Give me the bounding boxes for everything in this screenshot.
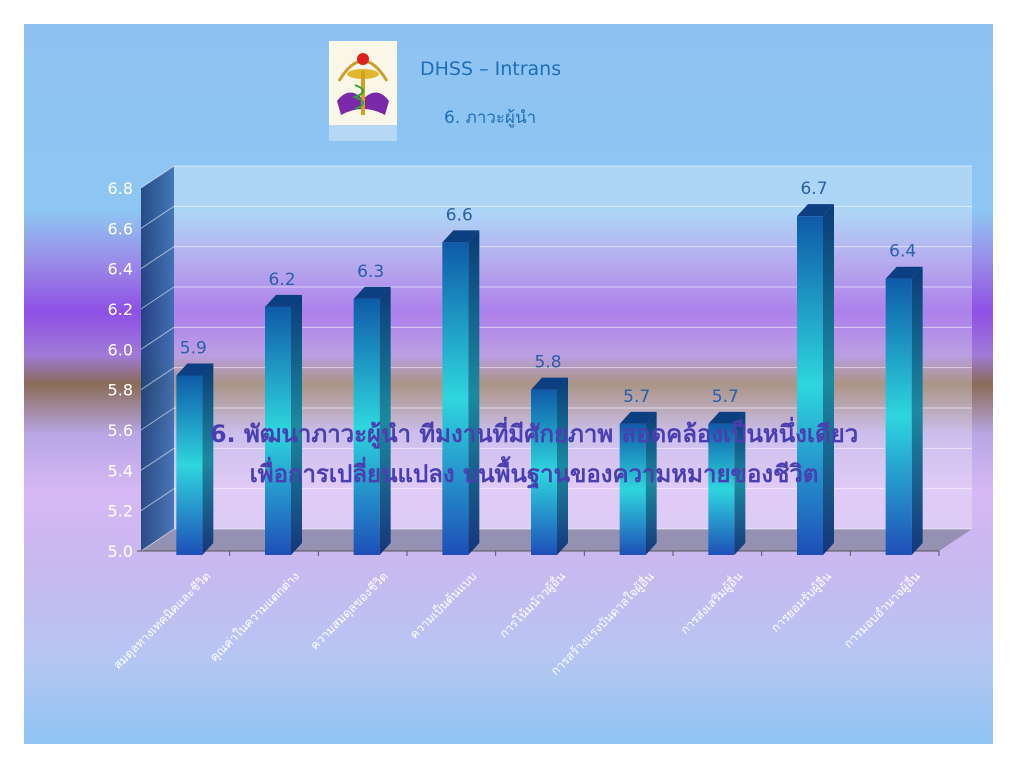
bar-top [797,204,834,217]
x-tick-label: การยอมรับผู้อื่น [767,568,835,636]
x-tick-label: การส่งเสริมผู้อื่น [676,568,746,638]
bar-8 [797,204,834,555]
overlay-line-1: 6. พัฒนาภาวะผู้นำ ทีมงานที่มีศักยภาพ สอด… [209,420,859,448]
bar-2 [265,294,302,555]
y-tick-label: 5.2 [108,502,133,521]
y-tick-label: 6.8 [108,179,133,198]
bar-top [708,411,746,424]
bar-front [619,423,646,555]
bar-1 [176,363,214,555]
x-tick-label: การโน้มน้าวผู้อื่น [495,568,569,642]
gridline-depth [140,205,175,229]
gridline-depth [140,367,175,391]
x-axis: สมดุลทางเทคนิคและชีวิตคุณค่าในความแตกต่า… [111,551,940,679]
bar-top [885,266,923,279]
bar-front [885,278,912,555]
gridline-depth [140,246,175,270]
y-tick-label: 5.6 [108,421,133,440]
slide: 5.0 5.2 5.4 5.6 5.8 6.0 6.2 6.4 6.6 6.8 5.9 6.2 6.3… [24,24,993,744]
bar-front [265,306,291,555]
y-tick-label: 5.8 [108,381,133,400]
bar-front [797,216,823,555]
overlay-line-2: เพื่อการเปลี่ยนแปลง บนพื้นฐานของความหมาย… [249,460,819,488]
data-label: 5.8 [534,353,561,373]
y-tick-label: 6.0 [108,340,133,359]
bar-front [531,389,557,555]
bar-5 [531,377,568,555]
bar-side [557,377,568,555]
y-tick-label: 6.6 [108,219,133,238]
bar-7 [708,411,746,555]
chart-side-wall [141,166,174,551]
bar-6 [619,411,657,555]
bar-top [619,411,657,424]
bar-side [379,286,391,555]
data-label: 6.2 [268,270,295,290]
gridlines [140,165,972,552]
data-label: 5.7 [712,387,739,407]
data-label: 6.3 [357,262,384,282]
data-label: 5.7 [623,387,650,407]
bar-top [442,230,480,243]
emblem-logo [329,41,397,141]
bar-chart: 5.0 5.2 5.4 5.6 5.8 6.0 6.2 6.4 6.6 6.8 5.9 6.2 6.3… [108,165,972,679]
gridline-depth [140,407,175,431]
x-tick-label: การสร้างแรงบันดาลใจผู้อื่น [547,568,658,679]
bar-side [468,230,480,555]
y-tick-label: 6.2 [108,300,133,319]
header-subtitle: 6. ภาวะผู้นำ [444,108,537,128]
bar-top [353,286,391,299]
bar-9 [885,266,923,555]
x-tick-label: ความสมดุลของชีวิต [308,569,392,653]
bar-side [823,204,834,555]
y-tick-label: 5.4 [108,461,133,480]
data-label: 5.9 [180,339,207,359]
data-label: 6.4 [889,242,916,262]
bar-top [265,294,302,307]
gridline-depth [140,165,175,189]
bars: 5.9 6.2 6.3 6.6 5.8 5.7 5.7 6.7 6.4 [176,179,923,555]
y-tick-label: 6.4 [108,260,133,279]
bar-side [911,266,923,555]
bar-front [442,242,469,555]
bar-front [176,375,203,555]
data-label: 6.6 [446,205,473,225]
bar-top [176,363,214,376]
gridline-depth [140,286,175,310]
data-label: 6.7 [800,179,827,199]
bar-4 [442,230,480,555]
bar-side [202,363,214,555]
bar-side [291,294,302,555]
bar-front [353,298,380,555]
gridline-depth [140,326,175,350]
gridline-depth [140,447,175,471]
x-tick-label: สมดุลทางเทคนิคและชีวิต [111,569,215,673]
gridline-depth [140,528,175,552]
x-tick-label: การมอบอำนาจผู้อื่น [840,568,924,652]
bar-side [645,411,657,555]
y-axis: 5.0 5.2 5.4 5.6 5.8 6.0 6.2 6.4 6.6 6.8 [108,179,939,561]
bar-3 [353,286,391,555]
x-tick-label: ความเป็นต้นแบบ [406,569,479,642]
gridline-depth [140,488,175,512]
bar-top [531,377,568,390]
bar-front [708,423,735,555]
bar-side [734,411,746,555]
overlay-text: 6. พัฒนาภาวะผู้นำ ทีมงานที่มีศักยภาพ สอด… [134,414,934,494]
x-tick-label: คุณค่าในความแตกต่าง [207,569,303,665]
header-title: DHSS – Intrans [420,58,562,80]
y-tick-label: 5.0 [108,542,133,561]
